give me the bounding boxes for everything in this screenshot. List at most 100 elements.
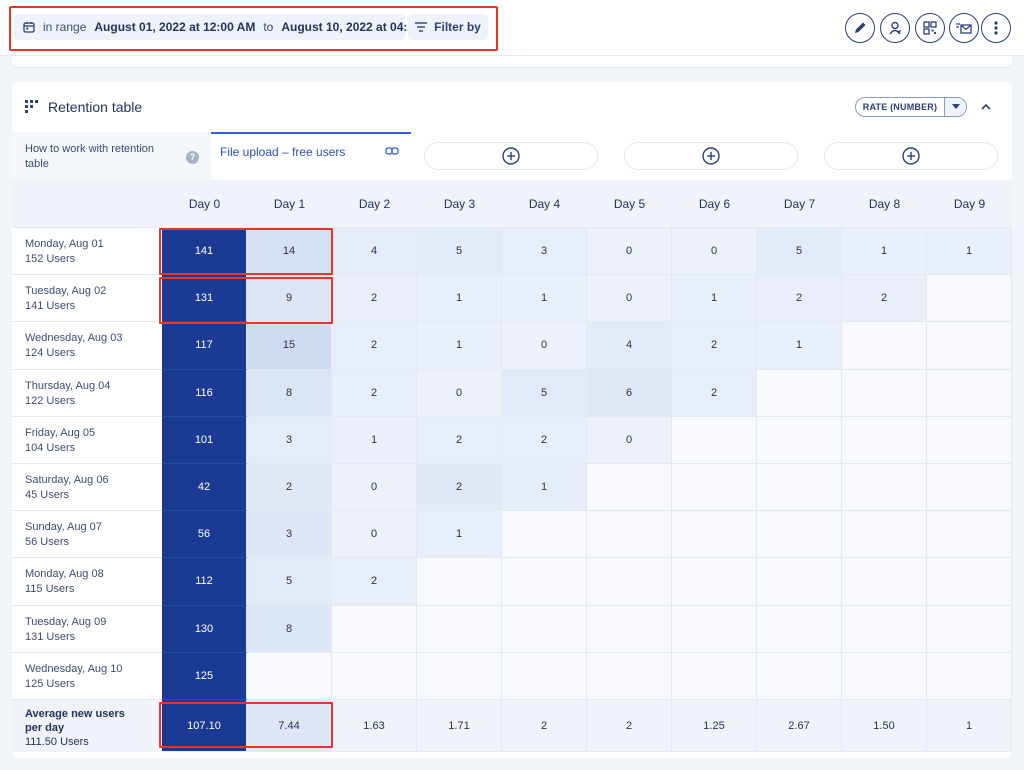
empty-cell xyxy=(417,605,502,653)
row-users: 141 Users xyxy=(25,300,76,313)
retention-cell: 2 xyxy=(332,558,417,606)
average-cell: 1.50 xyxy=(842,700,927,752)
retention-cell: 2 xyxy=(332,275,417,323)
more-vertical-icon xyxy=(994,21,998,35)
collapse-panel-button[interactable] xyxy=(978,99,994,115)
date-range-selector[interactable]: in range August 01, 2022 at 12:00 AM to … xyxy=(13,14,442,40)
row-label: Saturday, Aug 06 45 Users xyxy=(12,464,162,512)
row-users: 131 Users xyxy=(25,630,76,643)
average-cell: 2 xyxy=(502,700,587,752)
retention-cell: 2 xyxy=(672,322,757,370)
retention-cell: 116 xyxy=(162,369,247,417)
retention-cell: 14 xyxy=(247,228,332,276)
column-header: Day 3 xyxy=(443,197,476,211)
empty-cell xyxy=(502,558,587,606)
empty-cell xyxy=(842,558,927,606)
empty-cell xyxy=(672,511,757,559)
row-users: 124 Users xyxy=(25,347,76,360)
row-date: Wednesday, Aug 03 xyxy=(25,332,123,345)
empty-cell xyxy=(927,511,1012,559)
retention-cell: 2 xyxy=(417,416,502,464)
empty-cell xyxy=(502,511,587,559)
row-users: 152 Users xyxy=(25,253,76,265)
empty-cell xyxy=(672,605,757,653)
edit-button[interactable] xyxy=(845,13,875,43)
row-users: 56 Users xyxy=(25,536,70,549)
tab-file-upload[interactable]: File upload – free users xyxy=(211,132,411,180)
panel-header: Retention table xyxy=(25,99,142,115)
retention-cell: 1 xyxy=(502,464,587,512)
average-users: 111.50 Users xyxy=(25,736,89,748)
plus-circle-icon xyxy=(902,147,920,165)
empty-cell xyxy=(757,511,842,559)
retention-cell: 3 xyxy=(247,511,332,559)
empty-cell xyxy=(587,464,672,512)
empty-cell xyxy=(247,652,332,700)
empty-cell xyxy=(927,369,1012,417)
retention-cell: 3 xyxy=(502,228,587,276)
add-tab-button-2[interactable] xyxy=(624,142,798,170)
help-question-icon: ? xyxy=(186,151,199,164)
column-header: Day 6 xyxy=(698,197,731,211)
average-cell: 1.63 xyxy=(332,700,417,752)
average-cell: 107.10 xyxy=(162,700,247,752)
empty-cell xyxy=(757,464,842,512)
row-label: Thursday, Aug 04 122 Users xyxy=(12,369,162,417)
qr-code-icon xyxy=(923,21,937,35)
retention-cell: 4 xyxy=(332,228,417,276)
empty-cell xyxy=(757,558,842,606)
qr-code-button[interactable] xyxy=(915,13,945,43)
average-cell: 7.44 xyxy=(247,700,332,752)
empty-cell xyxy=(927,605,1012,653)
average-row-label: Average new users per day 111.50 Users xyxy=(12,700,162,752)
add-tab-button-1[interactable] xyxy=(424,142,598,170)
average-cell: 1.71 xyxy=(417,700,502,752)
user-location-button[interactable] xyxy=(880,13,910,43)
retention-cell: 6 xyxy=(587,369,672,417)
retention-cell: 125 xyxy=(162,652,247,700)
row-users: 104 Users xyxy=(25,441,76,454)
rate-mode-dropdown[interactable]: RATE (NUMBER) xyxy=(855,97,967,117)
chevron-down-icon xyxy=(944,98,966,116)
rate-mode-label: RATE (NUMBER) xyxy=(862,102,938,112)
row-users: 125 Users xyxy=(25,677,76,690)
empty-cell xyxy=(927,652,1012,700)
empty-cell xyxy=(332,652,417,700)
tab-help-label: How to work with retention table xyxy=(25,143,154,170)
user-location-icon xyxy=(889,21,901,35)
column-header: Day 0 xyxy=(188,197,221,211)
retention-cell: 1 xyxy=(417,275,502,323)
retention-cell: 1 xyxy=(927,228,1012,276)
column-header: Day 4 xyxy=(528,197,561,211)
row-date: Sunday, Aug 07 xyxy=(25,521,102,534)
retention-cell: 0 xyxy=(332,511,417,559)
retention-cell: 0 xyxy=(672,228,757,276)
empty-cell xyxy=(672,464,757,512)
empty-cell xyxy=(842,322,927,370)
empty-cell xyxy=(332,605,417,653)
more-options-button[interactable] xyxy=(981,13,1011,43)
email-list-button[interactable] xyxy=(949,13,979,43)
plus-circle-icon xyxy=(502,147,520,165)
average-cell: 2.67 xyxy=(757,700,842,752)
empty-cell xyxy=(417,558,502,606)
empty-cell xyxy=(842,369,927,417)
tab-help[interactable]: How to work with retention table ? xyxy=(12,132,211,180)
retention-panel: Retention table RATE (NUMBER) How to wor… xyxy=(12,82,1012,758)
empty-cell xyxy=(927,275,1012,323)
retention-cell: 2 xyxy=(332,369,417,417)
tab-active-label: File upload – free users xyxy=(220,145,346,159)
retention-cell: 0 xyxy=(332,464,417,512)
retention-cell: 2 xyxy=(502,416,587,464)
retention-cell: 0 xyxy=(417,369,502,417)
empty-cell xyxy=(842,605,927,653)
row-date: Thursday, Aug 04 xyxy=(25,379,111,392)
average-cell: 1.25 xyxy=(672,700,757,752)
filter-by-button[interactable]: Filter by xyxy=(408,14,488,40)
add-tab-button-3[interactable] xyxy=(824,142,998,170)
retention-cell: 5 xyxy=(247,558,332,606)
retention-cell: 112 xyxy=(162,558,247,606)
empty-cell xyxy=(842,416,927,464)
retention-cell: 1 xyxy=(842,228,927,276)
calendar-icon xyxy=(23,22,35,33)
